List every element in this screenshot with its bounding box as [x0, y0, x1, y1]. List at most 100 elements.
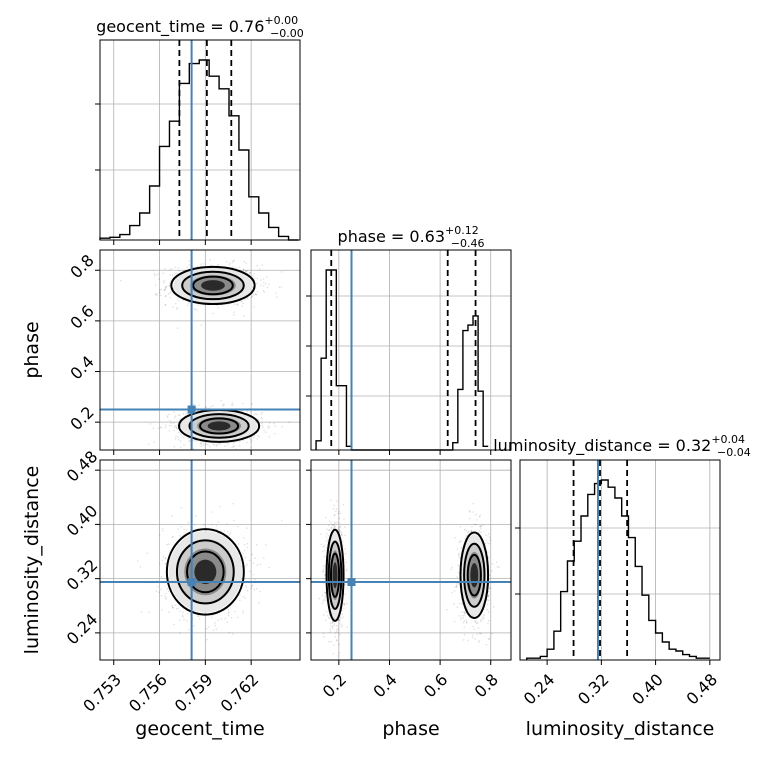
sample-point [492, 606, 495, 608]
sample-point [154, 284, 157, 286]
sample-point [256, 437, 258, 440]
sample-point [164, 289, 166, 291]
y-tick-label-luminosity_distance: 0.40 [63, 501, 102, 540]
sample-point [174, 415, 177, 417]
sample-point [334, 632, 337, 634]
sample-point [324, 549, 326, 552]
sample-point [243, 537, 245, 539]
sample-point [158, 291, 161, 294]
sample-point [480, 531, 482, 534]
sample-point [486, 608, 489, 611]
sample-point [167, 590, 170, 593]
sample-point [267, 425, 270, 427]
sample-point [220, 400, 222, 402]
sample-point [488, 542, 491, 545]
sample-point [325, 536, 328, 539]
sample-point [171, 604, 174, 607]
x-axis-label-phase: phase [382, 718, 439, 740]
sample-point [477, 641, 480, 643]
sample-point [339, 616, 342, 618]
sample-point [231, 261, 234, 264]
sample-point [479, 525, 481, 528]
sample-point [322, 545, 325, 548]
sample-point [328, 529, 331, 531]
sample-point [485, 534, 487, 536]
sample-point [329, 631, 331, 634]
contour-line [199, 417, 240, 435]
sample-point [224, 617, 227, 620]
sample-point [487, 610, 490, 613]
sample-point [343, 604, 346, 606]
sample-point [158, 562, 161, 565]
sample-point [241, 301, 243, 303]
sample-point [472, 625, 474, 628]
sample-point [245, 270, 248, 273]
density-geocent_time-phase [120, 250, 291, 450]
sample-point [274, 425, 277, 427]
sample-point [210, 616, 213, 619]
density-level [194, 559, 217, 585]
sample-point [187, 302, 190, 305]
sample-point [333, 504, 335, 507]
sample-point [175, 435, 177, 437]
sample-point [487, 541, 489, 544]
sample-point [338, 651, 340, 654]
sample-point [258, 602, 260, 604]
sample-point [264, 543, 267, 546]
sample-point [178, 431, 180, 434]
x-tick-label-phase: 0.4 [369, 670, 400, 701]
sample-point [465, 622, 468, 624]
sample-point [331, 621, 334, 624]
sample-point [242, 268, 245, 271]
sample-point [335, 510, 337, 513]
sample-point [180, 506, 183, 509]
sample-point [343, 602, 346, 605]
sample-point [231, 402, 234, 404]
sample-point [169, 274, 172, 276]
sample-point [453, 603, 456, 605]
sample-point [345, 583, 347, 586]
sample-point [268, 566, 271, 569]
sample-point [345, 561, 348, 564]
sample-point [176, 425, 178, 427]
truth-marker [187, 405, 196, 414]
sample-point [180, 433, 182, 436]
sample-point [462, 621, 465, 624]
sample-point [196, 309, 199, 312]
sample-point [239, 599, 241, 602]
sample-point [164, 557, 166, 560]
sample-point [346, 568, 349, 571]
sample-point [258, 268, 261, 271]
sample-point [488, 578, 491, 580]
sample-point [246, 542, 249, 545]
sample-point [332, 653, 335, 655]
sample-point [226, 303, 229, 306]
sample-point [233, 259, 236, 262]
sample-point [251, 553, 254, 556]
sample-point [478, 530, 481, 532]
sample-point [178, 414, 180, 416]
sample-point [178, 418, 181, 420]
sample-point [245, 565, 247, 567]
sample-point [232, 266, 234, 268]
sample-point [238, 444, 241, 447]
grid-phase-phase [311, 250, 511, 450]
sample-point [268, 426, 271, 429]
sample-point [336, 628, 339, 630]
sample-point [332, 524, 335, 526]
contour-line [463, 542, 486, 608]
sample-point [281, 425, 283, 428]
sample-point [263, 291, 266, 293]
sample-point [251, 275, 254, 277]
sample-point [216, 442, 219, 445]
sample-point [465, 621, 468, 623]
sample-point [331, 627, 334, 629]
x-tick-label-luminosity_distance: 0.24 [520, 670, 559, 709]
histogram-phase [315, 250, 489, 451]
sample-point [200, 323, 203, 326]
sample-point [243, 260, 246, 263]
sample-point [470, 530, 473, 532]
sample-point [488, 574, 491, 577]
sample-point [165, 592, 167, 595]
panel-frame-geocent_time-phase [99, 249, 301, 451]
